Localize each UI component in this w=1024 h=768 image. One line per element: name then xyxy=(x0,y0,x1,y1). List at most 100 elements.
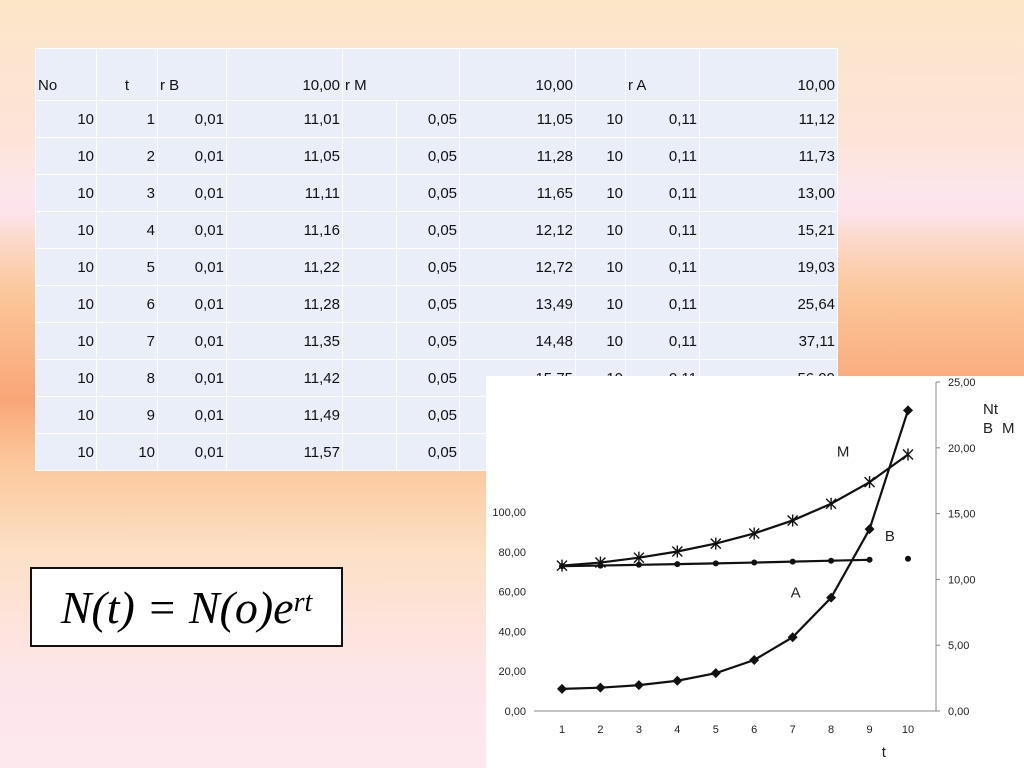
table-cell: 5 xyxy=(96,248,158,286)
table-cell: 0,05 xyxy=(395,174,461,212)
table-cell: 0,05 xyxy=(395,285,461,323)
table-cell: 10 xyxy=(35,396,97,434)
table-cell xyxy=(342,359,397,397)
table-cell: 0,05 xyxy=(395,433,461,471)
table-cell: 11,65 xyxy=(459,174,577,212)
table-cell: 10 xyxy=(575,248,627,286)
y-right-tick-label: 10,00 xyxy=(948,574,976,586)
legend-label-B: B xyxy=(983,420,993,437)
table-cell xyxy=(342,322,397,360)
point-A xyxy=(595,682,606,693)
formula-text: N(t) = N(o)e xyxy=(60,581,294,633)
table-cell: 10 xyxy=(35,285,97,323)
y-left-tick-label: 0,00 xyxy=(505,706,526,718)
x-tick-label: 2 xyxy=(597,724,603,736)
table-cell: 10 xyxy=(575,322,627,360)
point-B xyxy=(828,557,835,564)
point-B xyxy=(789,558,796,565)
table-cell xyxy=(342,174,397,212)
x-tick-label: 7 xyxy=(790,724,796,736)
table-row: 10 6 0,01 11,28 0,05 13,49 10 0,11 25,64 xyxy=(35,285,839,323)
x-tick-label: 3 xyxy=(636,724,642,736)
table-cell xyxy=(342,285,397,323)
table-cell: 15,21 xyxy=(699,211,839,249)
growth-line-chart: 0,00 20,00 40,00 60,00 80,00 100,00 0,00 5,00 10… xyxy=(492,377,1015,761)
table-cell: 0,11 xyxy=(625,248,701,286)
series-line-A xyxy=(561,410,910,690)
table-cell: 10 xyxy=(35,174,97,212)
table-cell: 0,05 xyxy=(395,359,461,397)
point-A xyxy=(903,405,913,416)
point-M xyxy=(671,545,683,558)
table-cell: 0,01 xyxy=(157,359,227,397)
point-A xyxy=(672,675,683,686)
table-cell: 10 xyxy=(35,137,97,175)
table-cell: 0,11 xyxy=(625,100,701,138)
table-cell: 10 xyxy=(575,211,627,249)
table-cell: 7 xyxy=(96,322,158,360)
point-A xyxy=(557,683,567,694)
table-cell: 10 xyxy=(35,248,97,286)
point-A xyxy=(787,632,798,643)
y-left-tick-label: 80,00 xyxy=(498,547,526,559)
point-A xyxy=(633,680,644,691)
table-cell xyxy=(342,433,397,471)
table-header-cell: r A xyxy=(625,48,701,101)
table-cell: 0,01 xyxy=(157,248,227,286)
table-cell: 37,11 xyxy=(699,322,839,360)
table-cell: 0,11 xyxy=(625,137,701,175)
table-header-cell: 10,00 xyxy=(226,48,343,101)
point-B xyxy=(905,555,911,562)
y-left-tick-label: 20,00 xyxy=(498,666,526,678)
series-line-M xyxy=(561,453,909,567)
annotation-B: B xyxy=(885,528,895,545)
table-cell: 0,05 xyxy=(395,211,461,249)
y-right-tick-label: 15,00 xyxy=(948,509,976,521)
growth-data-table: No t r B 10,00 r M 10,00 r A 10,00 10 1 0,01 11,01 0… xyxy=(35,48,839,471)
table-cell: 10 xyxy=(35,359,97,397)
table-cell: 11,35 xyxy=(226,322,343,360)
table-cell: 11,01 xyxy=(226,100,343,138)
point-M xyxy=(633,551,645,564)
table-cell: 11,28 xyxy=(459,137,577,175)
table-cell: 0,05 xyxy=(395,100,461,138)
y-right-tick-label: 20,00 xyxy=(948,443,976,455)
table-cell: 10 xyxy=(575,174,627,212)
table-row: 10 5 0,01 11,22 0,05 12,72 10 0,11 19,03 xyxy=(35,248,839,286)
x-axis-label: t xyxy=(882,744,887,761)
table-cell xyxy=(342,211,397,249)
y-right-tick-label: 0,00 xyxy=(948,706,969,718)
point-M xyxy=(825,497,837,510)
table-row: 10 2 0,01 11,05 0,05 11,28 10 0,11 11,73 xyxy=(35,137,839,175)
table-cell: 0,01 xyxy=(157,137,227,175)
table-cell: 0,05 xyxy=(395,322,461,360)
table-cell: 11,11 xyxy=(226,174,343,212)
legend-label-M: M xyxy=(1002,420,1015,437)
table-cell: 12,72 xyxy=(459,248,577,286)
table-cell: 13,49 xyxy=(459,285,577,323)
table-cell: 11,42 xyxy=(226,359,343,397)
table-cell: 11,28 xyxy=(226,285,343,323)
point-B xyxy=(751,559,758,566)
point-M xyxy=(710,537,722,550)
point-M xyxy=(864,476,876,489)
table-cell: 3 xyxy=(96,174,158,212)
table-cell: 0,11 xyxy=(625,174,701,212)
y-right-tick-label: 25,00 xyxy=(948,377,976,389)
table-row: 10 3 0,01 11,11 0,05 11,65 10 0,11 13,00 xyxy=(35,174,839,212)
table-cell: 2 xyxy=(96,137,158,175)
table-cell: 0,01 xyxy=(157,285,227,323)
annotation-M-partial: M xyxy=(837,443,850,460)
point-M xyxy=(748,527,760,540)
table-cell: 9 xyxy=(96,396,158,434)
table-header-row: No t r B 10,00 r M 10,00 r A 10,00 xyxy=(35,48,839,101)
table-cell: 0,01 xyxy=(157,322,227,360)
table-header-cell: t xyxy=(96,48,158,101)
table-cell: 11,05 xyxy=(226,137,343,175)
table-cell: 0,05 xyxy=(395,137,461,175)
table-cell: 4 xyxy=(96,211,158,249)
table-cell: 0,05 xyxy=(395,248,461,286)
table-cell: 10 xyxy=(35,211,97,249)
x-tick-label: 4 xyxy=(674,724,680,736)
point-B xyxy=(712,560,719,567)
